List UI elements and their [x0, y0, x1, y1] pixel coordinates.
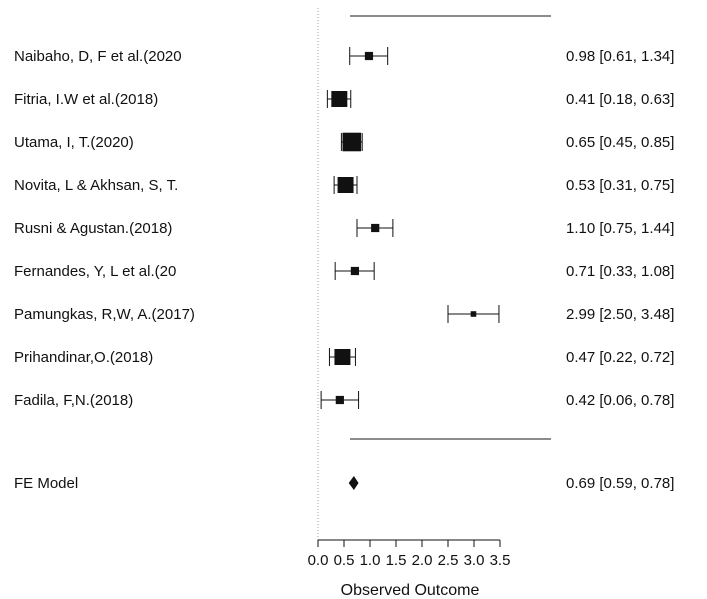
- study-row: Fitria, I.W et al.(2018) 0.41 [0.18, 0.63…: [14, 90, 674, 108]
- divider-layer: [350, 15, 551, 440]
- x-tick-label: 0.5: [334, 552, 355, 569]
- study-label: Fernandes, Y, L et al.(20: [14, 263, 176, 280]
- x-axis-title: Observed Outcome: [341, 582, 480, 599]
- study-row: Novita, L & Akhsan, S, T. 0.53 [0.31, 0.7…: [14, 176, 674, 194]
- study-label: Prihandinar,O.(2018): [14, 349, 153, 366]
- study-row: Prihandinar,O.(2018) 0.47 [0.22, 0.72]: [14, 348, 674, 366]
- x-tick-label: 1.5: [386, 552, 407, 569]
- study-row: Fadila, F,N.(2018) 0.42 [0.06, 0.78]: [14, 391, 674, 409]
- point-estimate: [470, 311, 477, 317]
- study-value-text: 0.42 [0.06, 0.78]: [566, 392, 674, 409]
- study-row: Pamungkas, R,W, A.(2017) 2.99 [2.50, 3.48…: [14, 305, 674, 323]
- study-value-text: 1.10 [0.75, 1.44]: [566, 220, 674, 237]
- point-estimate: [342, 132, 362, 152]
- x-tick-label: 3.0: [464, 552, 485, 569]
- point-estimate: [331, 91, 348, 107]
- study-row: Naibaho, D, F et al.(2020 0.98 [0.61, 1.3…: [14, 47, 674, 65]
- point-estimate: [337, 177, 354, 193]
- study-row: Fernandes, Y, L et al.(20 0.71 [0.33, 1.0…: [14, 262, 674, 280]
- study-row: Rusni & Agustan.(2018) 1.10 [0.75, 1.44]: [14, 219, 674, 237]
- point-estimate: [350, 266, 360, 276]
- study-label: Rusni & Agustan.(2018): [14, 220, 172, 237]
- study-label: Pamungkas, R,W, A.(2017): [14, 306, 195, 323]
- study-row: Utama, I, T.(2020) 0.65 [0.45, 0.85]: [14, 132, 674, 152]
- study-label: Naibaho, D, F et al.(2020: [14, 48, 182, 65]
- study-value-text: 0.98 [0.61, 1.34]: [566, 48, 674, 65]
- study-label: Novita, L & Akhsan, S, T.: [14, 177, 178, 194]
- study-label: Fadila, F,N.(2018): [14, 392, 133, 409]
- study-value-text: 0.47 [0.22, 0.72]: [566, 349, 674, 366]
- point-estimate: [334, 349, 351, 365]
- point-estimate: [335, 395, 344, 405]
- study-value-text: 0.41 [0.18, 0.63]: [566, 91, 674, 108]
- point-estimate: [364, 51, 374, 61]
- x-tick-label: 0.0: [308, 552, 329, 569]
- summary-label: FE Model: [14, 475, 78, 492]
- summary-diamond: [348, 476, 359, 490]
- study-rows: Naibaho, D, F et al.(2020 0.98 [0.61, 1.3…: [14, 47, 674, 409]
- study-value-text: 2.99 [2.50, 3.48]: [566, 306, 674, 323]
- study-label: Utama, I, T.(2020): [14, 134, 134, 151]
- summary-row: FE Model 0.69 [0.59, 0.78]: [14, 475, 674, 492]
- x-tick-label: 1.0: [360, 552, 381, 569]
- study-label: Fitria, I.W et al.(2018): [14, 91, 158, 108]
- study-value-text: 0.53 [0.31, 0.75]: [566, 177, 674, 194]
- x-axis: 0.0 0.5 1.0 1.5 2.0 2.5 3.0 3.5: [308, 539, 511, 569]
- x-tick-label: 2.5: [438, 552, 459, 569]
- x-tick-label: 3.5: [490, 552, 511, 569]
- x-tick-label: 2.0: [412, 552, 433, 569]
- study-value-text: 0.65 [0.45, 0.85]: [566, 134, 674, 151]
- summary-value-text: 0.69 [0.59, 0.78]: [566, 475, 674, 492]
- point-estimate: [371, 223, 380, 233]
- study-value-text: 0.71 [0.33, 1.08]: [566, 263, 674, 280]
